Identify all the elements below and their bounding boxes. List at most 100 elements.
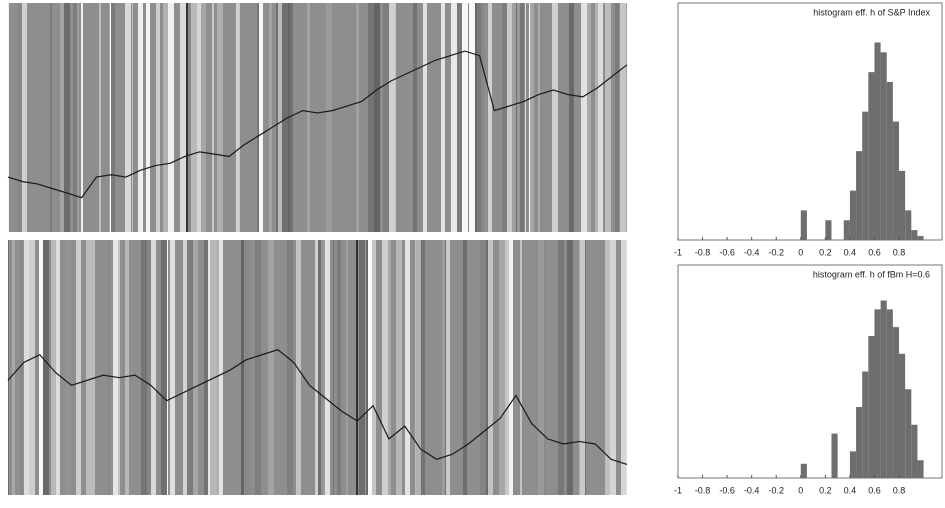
stripe (141, 240, 147, 495)
x-tick-label: -0.6 (719, 485, 735, 495)
stripe (507, 3, 512, 232)
stripe (451, 3, 457, 232)
stripe (318, 240, 321, 495)
x-tick-label: 0.8 (893, 247, 906, 257)
stripe (208, 240, 210, 495)
histogram-bar (880, 52, 887, 240)
stripe (77, 3, 79, 232)
stripe (469, 3, 475, 232)
stripe (525, 3, 526, 232)
stripe (268, 240, 274, 495)
stripe (217, 3, 223, 232)
stripe (50, 3, 52, 232)
stripe (163, 3, 168, 232)
stripe (337, 240, 341, 495)
stripe (446, 240, 450, 495)
x-tick-label: 0 (798, 247, 803, 257)
stripe (245, 240, 246, 495)
stripe (383, 3, 389, 232)
histogram-bar (831, 433, 838, 478)
stripe (91, 240, 95, 495)
histogram-bar (886, 82, 893, 240)
stripe (238, 3, 240, 232)
stripe (475, 3, 477, 232)
stripe (595, 3, 598, 232)
chart-title: histogram eff. h of S&P Index (813, 7, 930, 17)
stripe (193, 240, 198, 495)
stripe (445, 240, 446, 495)
stripe (587, 3, 591, 232)
stripe (197, 3, 201, 232)
stripe (290, 3, 293, 232)
stripe (621, 240, 626, 495)
stripe (520, 240, 522, 495)
histogram-bar (868, 336, 875, 478)
stripe (544, 240, 546, 495)
stripe (17, 3, 22, 232)
stripe (505, 240, 507, 495)
x-tick-label: 0.4 (844, 247, 857, 257)
stripe (610, 240, 616, 495)
stripe (258, 3, 259, 232)
stripe (12, 240, 15, 495)
stripe (138, 3, 140, 232)
stripe (21, 240, 22, 495)
histogram-bar (800, 463, 807, 478)
x-tick-label: 0.6 (868, 247, 881, 257)
stripe (517, 3, 520, 232)
stripe (325, 240, 330, 495)
histogram-bar (886, 309, 893, 478)
stripe (416, 240, 420, 495)
histogram-bar (874, 309, 881, 478)
stripe (442, 240, 445, 495)
stripe (405, 240, 410, 495)
stripe (241, 240, 244, 495)
stripe (396, 240, 402, 495)
stripe (509, 240, 513, 495)
stripe (552, 3, 558, 232)
histogram-bar (905, 389, 912, 478)
histogram-bar (911, 424, 918, 478)
histogram-bar (843, 220, 850, 240)
stripe (86, 240, 91, 495)
stripe (477, 3, 481, 232)
series-line (7, 50, 628, 199)
stripe (216, 240, 219, 495)
stripe (530, 3, 534, 232)
stripe (22, 3, 27, 232)
stripe (585, 240, 586, 495)
stripe (109, 3, 110, 232)
stripe (29, 240, 35, 495)
stripe (441, 3, 445, 232)
stripe (140, 3, 143, 232)
stripe (488, 240, 493, 495)
histogram-bar (856, 407, 863, 478)
stripe (372, 240, 376, 495)
stripe (420, 240, 421, 495)
stripe (255, 240, 261, 495)
histogram-bar (874, 42, 881, 240)
stripe (480, 240, 486, 495)
stripe (580, 240, 585, 495)
stripe (278, 3, 282, 232)
histogram-bar (892, 121, 900, 240)
histogram-bar (917, 460, 924, 478)
stripe (120, 240, 122, 495)
histogram-bar (892, 327, 900, 478)
stripe (463, 240, 467, 495)
stripe (324, 240, 325, 495)
histogram-bar (905, 210, 912, 240)
stripe (462, 3, 468, 232)
stripe (170, 240, 175, 495)
x-tick-label: -1 (674, 247, 682, 257)
stripe (538, 240, 544, 495)
stripe (581, 3, 587, 232)
stripe (64, 3, 70, 232)
chart-title: histogram eff. h of fBm H=0.6 (813, 269, 930, 279)
stripe (204, 240, 208, 495)
stripe (183, 240, 187, 495)
stripe (346, 240, 348, 495)
stripe (147, 240, 151, 495)
histogram-bar (911, 230, 918, 240)
